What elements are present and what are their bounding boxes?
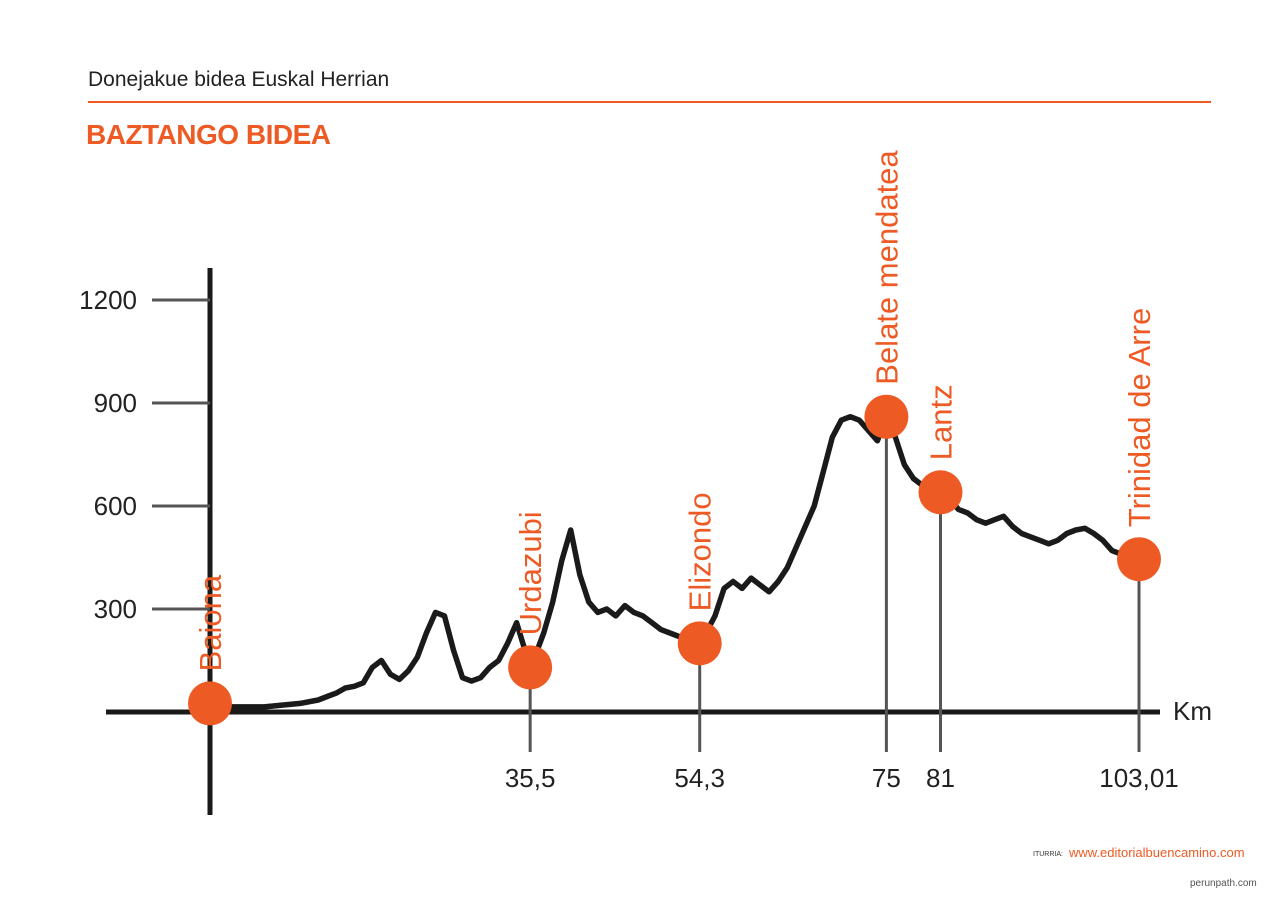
source-url-link[interactable]: www.editorialbuencamino.com: [1068, 845, 1245, 860]
y-tick-label: 300: [94, 594, 137, 624]
header-divider: [88, 101, 1211, 103]
source-label: ITURRIA:: [1033, 851, 1063, 858]
stop-marker[interactable]: [677, 621, 722, 666]
km-label: 75: [872, 763, 901, 793]
y-tick-label: 900: [94, 388, 137, 418]
stop-name-label: Lantz: [924, 384, 959, 460]
y-tick-label: 600: [94, 491, 137, 521]
stop-marker[interactable]: [918, 470, 963, 515]
x-unit-label: Km: [1173, 696, 1212, 726]
source-credit: ITURRIA: www.editorialbuencamino.com: [1033, 845, 1245, 860]
elevation-line: [207, 413, 1142, 710]
km-label: 54,3: [674, 763, 725, 793]
y-tick-label: 1200: [79, 285, 137, 315]
stop-marker[interactable]: [864, 394, 909, 439]
stop-marker[interactable]: [1117, 537, 1161, 582]
km-label: 35,5: [505, 763, 556, 793]
stop-name-label: Urdazubi: [513, 511, 548, 635]
km-label: 81: [926, 763, 955, 793]
watermark: perunpath.com: [1190, 878, 1257, 889]
stop-name-label: Baiona: [193, 574, 228, 671]
stop-name-label: Elizondo: [683, 492, 718, 611]
stop-marker[interactable]: [188, 681, 232, 726]
stop-name-label: Trinidad de Arre: [1122, 308, 1157, 527]
stop-name-label: Belate mendatea: [869, 150, 904, 385]
header-subtitle: Donejakue bidea Euskal Herrian: [88, 68, 390, 91]
km-label: 103,01: [1099, 763, 1179, 793]
stop-marker[interactable]: [508, 645, 553, 690]
chart-title: BAZTANGO BIDEA: [86, 119, 331, 150]
